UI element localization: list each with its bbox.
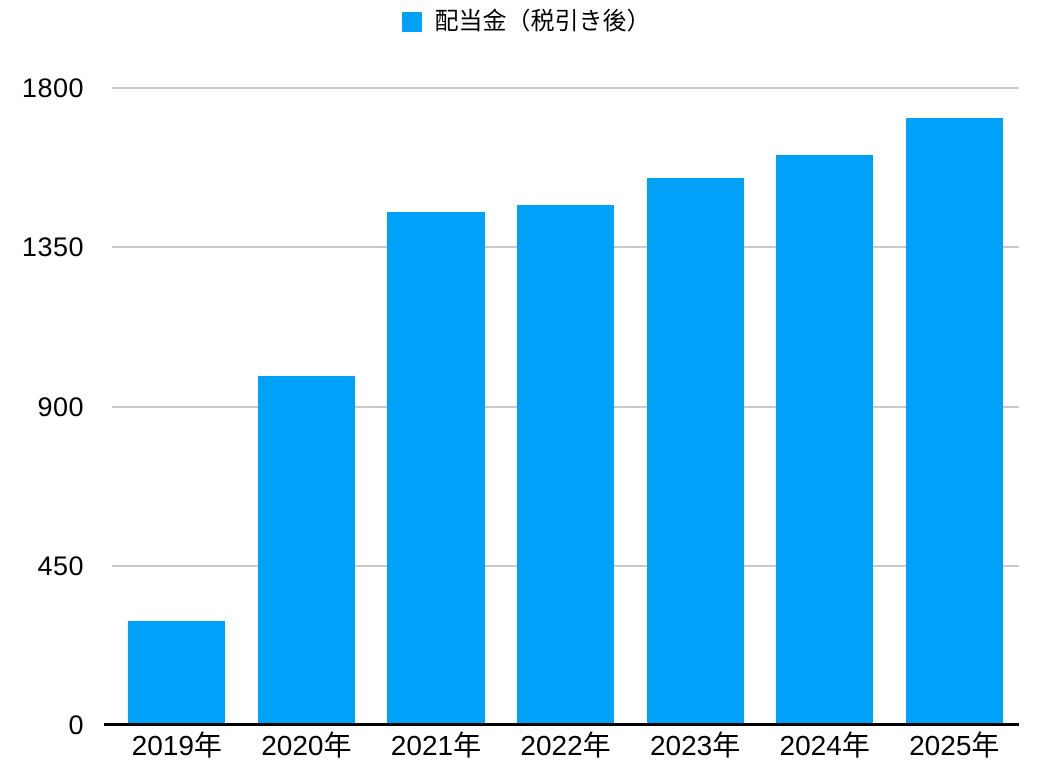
bar-cell bbox=[501, 88, 631, 725]
y-tick-label: 0 bbox=[68, 710, 84, 740]
x-tick-label: 2020年 bbox=[261, 730, 352, 761]
x-tick-label: 2021年 bbox=[390, 730, 482, 761]
bar bbox=[257, 376, 355, 725]
x-axis-labels: 2019年 2020年 2021年 2022年 2023年 2024年 2025年 bbox=[112, 729, 1019, 763]
legend-label: 配当金（税引き後） bbox=[434, 8, 651, 35]
x-tick-label: 2023年 bbox=[649, 730, 741, 761]
bar bbox=[776, 155, 874, 725]
bar-series bbox=[112, 88, 1019, 725]
bar-cell bbox=[889, 88, 1019, 725]
bar-cell bbox=[371, 88, 501, 725]
x-tick-label: 2022年 bbox=[520, 730, 611, 761]
y-tick-label: 900 bbox=[37, 391, 84, 422]
y-tick-label: 450 bbox=[37, 550, 84, 581]
x-tick-label: 2024年 bbox=[779, 730, 870, 761]
bar bbox=[387, 211, 485, 725]
legend: 配当金（税引き後） bbox=[0, 8, 1052, 36]
legend-swatch-icon bbox=[401, 12, 422, 32]
y-tick-label: 1350 bbox=[21, 232, 84, 263]
bar bbox=[516, 204, 615, 725]
bar bbox=[128, 620, 226, 725]
x-tick-label: 2019年 bbox=[131, 730, 222, 761]
bar bbox=[646, 178, 744, 725]
bar-cell bbox=[112, 88, 242, 725]
x-axis-line bbox=[104, 723, 1019, 726]
bar bbox=[905, 118, 1003, 725]
y-tick-label: 1800 bbox=[21, 73, 84, 103]
x-tick-label: 2025年 bbox=[909, 730, 1000, 761]
bar-cell bbox=[242, 88, 372, 725]
plot-area bbox=[104, 87, 1019, 726]
bar-cell bbox=[630, 88, 760, 725]
y-axis-labels: 0 450 900 1350 1800 bbox=[0, 73, 84, 740]
bar-cell bbox=[760, 88, 890, 725]
gridline bbox=[112, 87, 1019, 89]
